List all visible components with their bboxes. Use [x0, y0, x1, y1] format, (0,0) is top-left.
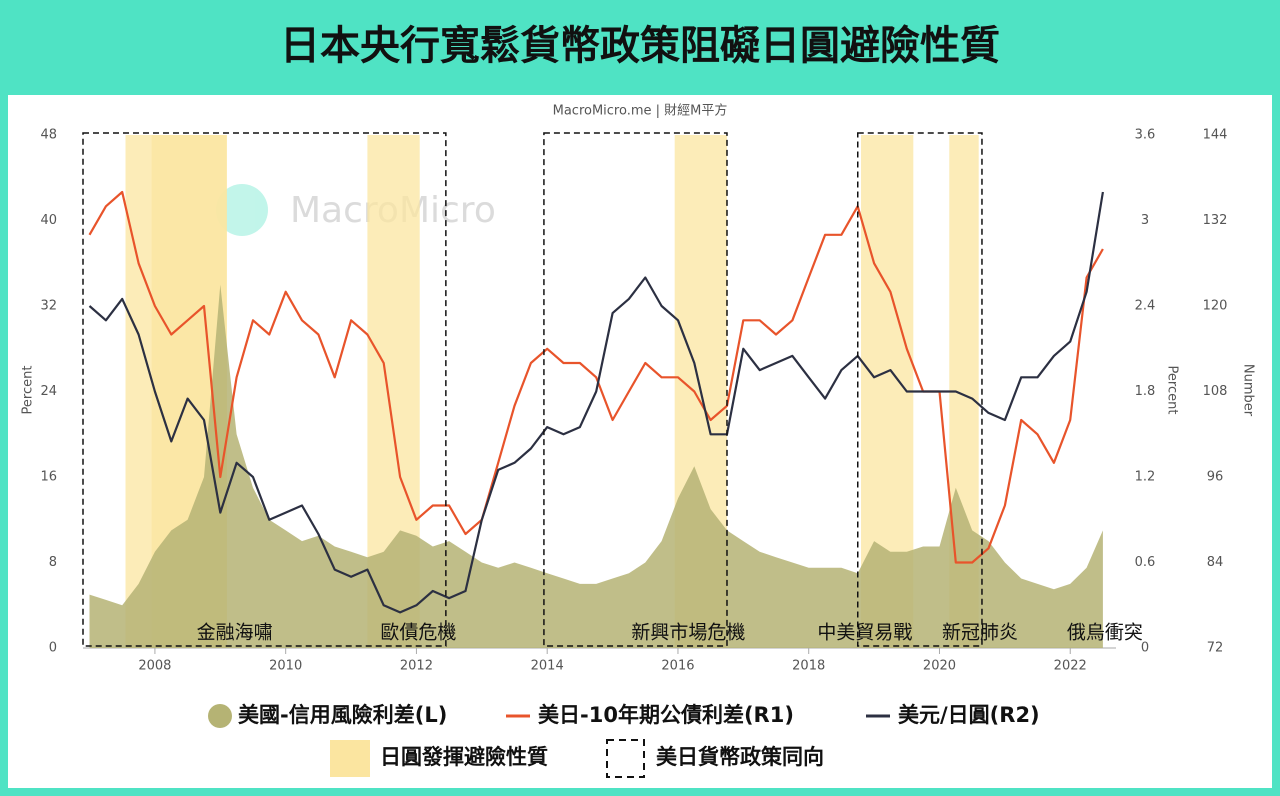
x-tick-label: 2010 [269, 659, 302, 674]
legend-label[interactable]: 美日-10年期公債利差(R1) [538, 703, 794, 727]
x-tick-label: 2012 [400, 659, 433, 674]
y-tick-label: 8 [49, 555, 57, 570]
y3-tick-label: 132 [1203, 213, 1228, 228]
watermark-group: MacroMicro [216, 184, 496, 236]
x-tick-label: 2014 [531, 659, 564, 674]
y-tick-label: 40 [40, 213, 57, 228]
x-tick-label: 2008 [138, 659, 171, 674]
y-tick-label: 24 [40, 384, 57, 399]
source: MacroMicro.me | 財經M平方 [553, 103, 728, 119]
y2-tick-label: 2.4 [1135, 299, 1156, 314]
x-tick-label: 2020 [923, 659, 956, 674]
chart-title: 日本央行寬鬆貨幣政策阻礙日圓避險性質 [280, 23, 1000, 69]
legend-marker [330, 740, 370, 777]
y-tick-label: 16 [40, 470, 57, 485]
legend-label[interactable]: 美元/日圓(R2) [898, 703, 1040, 727]
y3-axis-title: Number [1241, 364, 1256, 417]
x-tick-label: 2022 [1054, 659, 1087, 674]
y2-tick-label: 1.2 [1135, 470, 1156, 485]
event-label: 中美貿易戰 [817, 622, 912, 644]
legend-label[interactable]: 美國-信用風險利差(L) [238, 703, 447, 727]
y3-tick-label: 96 [1207, 470, 1224, 485]
legend-marker [208, 704, 232, 728]
y3-tick-label: 144 [1203, 128, 1228, 143]
event-label: 金融海嘯 [197, 622, 273, 644]
watermark-logo [216, 184, 268, 236]
legend-label[interactable]: 日圓發揮避險性質 [380, 745, 548, 769]
x-tick-label: 2016 [661, 659, 694, 674]
y2-tick-label: 1.8 [1135, 384, 1156, 399]
series-layer [88, 190, 1104, 648]
legend-label[interactable]: 美日貨幣政策同向 [656, 745, 824, 769]
policy-box [82, 132, 447, 647]
legend-marker [606, 739, 645, 778]
event-label: 新興市場危機 [631, 622, 745, 644]
x-tick-label: 2018 [792, 659, 825, 674]
y-tick-label: 32 [40, 299, 57, 314]
y2-tick-label: 0.6 [1135, 555, 1156, 570]
event-label: 歐債危機 [380, 622, 456, 644]
policy-box [857, 132, 983, 647]
y-axis-title: Percent [21, 366, 36, 415]
y2-tick-label: 3 [1141, 213, 1149, 228]
y-tick-label: 0 [49, 641, 57, 656]
y3-tick-label: 108 [1203, 384, 1228, 399]
y3-tick-label: 120 [1203, 299, 1228, 314]
y2-tick-label: 3.6 [1135, 128, 1156, 143]
event-label: 新冠肺炎 [942, 622, 1018, 644]
y3-tick-label: 84 [1207, 555, 1224, 570]
line-series [88, 191, 1104, 614]
y3-tick-label: 72 [1207, 641, 1224, 656]
y2-axis-title: Percent [1165, 366, 1180, 415]
y-tick-label: 48 [40, 128, 57, 143]
area-series [89, 284, 1103, 648]
policy-box [543, 132, 728, 647]
y2-tick-label: 0 [1141, 641, 1149, 656]
event-label: 俄烏衝突 [1067, 622, 1143, 644]
